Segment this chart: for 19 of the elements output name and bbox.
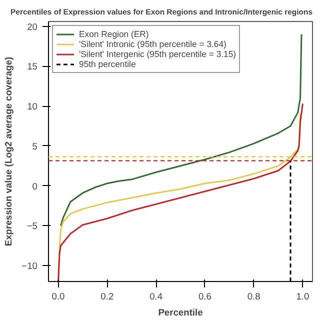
x-tick-label: 0.2: [100, 292, 114, 302]
legend-label: 95th percentile: [79, 59, 136, 69]
legend-label: 'Silent' Intronic (95th percentile = 3.64): [79, 39, 226, 49]
y-tick-label: 0: [32, 181, 38, 192]
x-tick-label: 1.0: [296, 292, 310, 302]
x-tick-label: 0.8: [247, 292, 260, 302]
y-tick-label: 5: [32, 141, 38, 152]
legend-label: 'Silent' Intergenic (95th percentile = 3.15): [79, 49, 236, 59]
legend-label: Exon Region (ER): [79, 29, 149, 39]
y-tick-label: 15: [27, 62, 38, 72]
y-tick-label: −5: [26, 221, 38, 232]
x-tick-label: 0.6: [198, 292, 212, 302]
x-tick-label: 0.4: [150, 292, 163, 302]
x-axis-title: Percentile: [158, 308, 203, 318]
y-tick-label: 20: [27, 22, 38, 32]
y-tick-label: −10: [22, 261, 38, 272]
x-tick-label: 0.0: [52, 292, 65, 302]
y-axis-title: Expression value (Log2 average coverage): [4, 56, 14, 246]
y-tick-label: 10: [27, 102, 38, 112]
